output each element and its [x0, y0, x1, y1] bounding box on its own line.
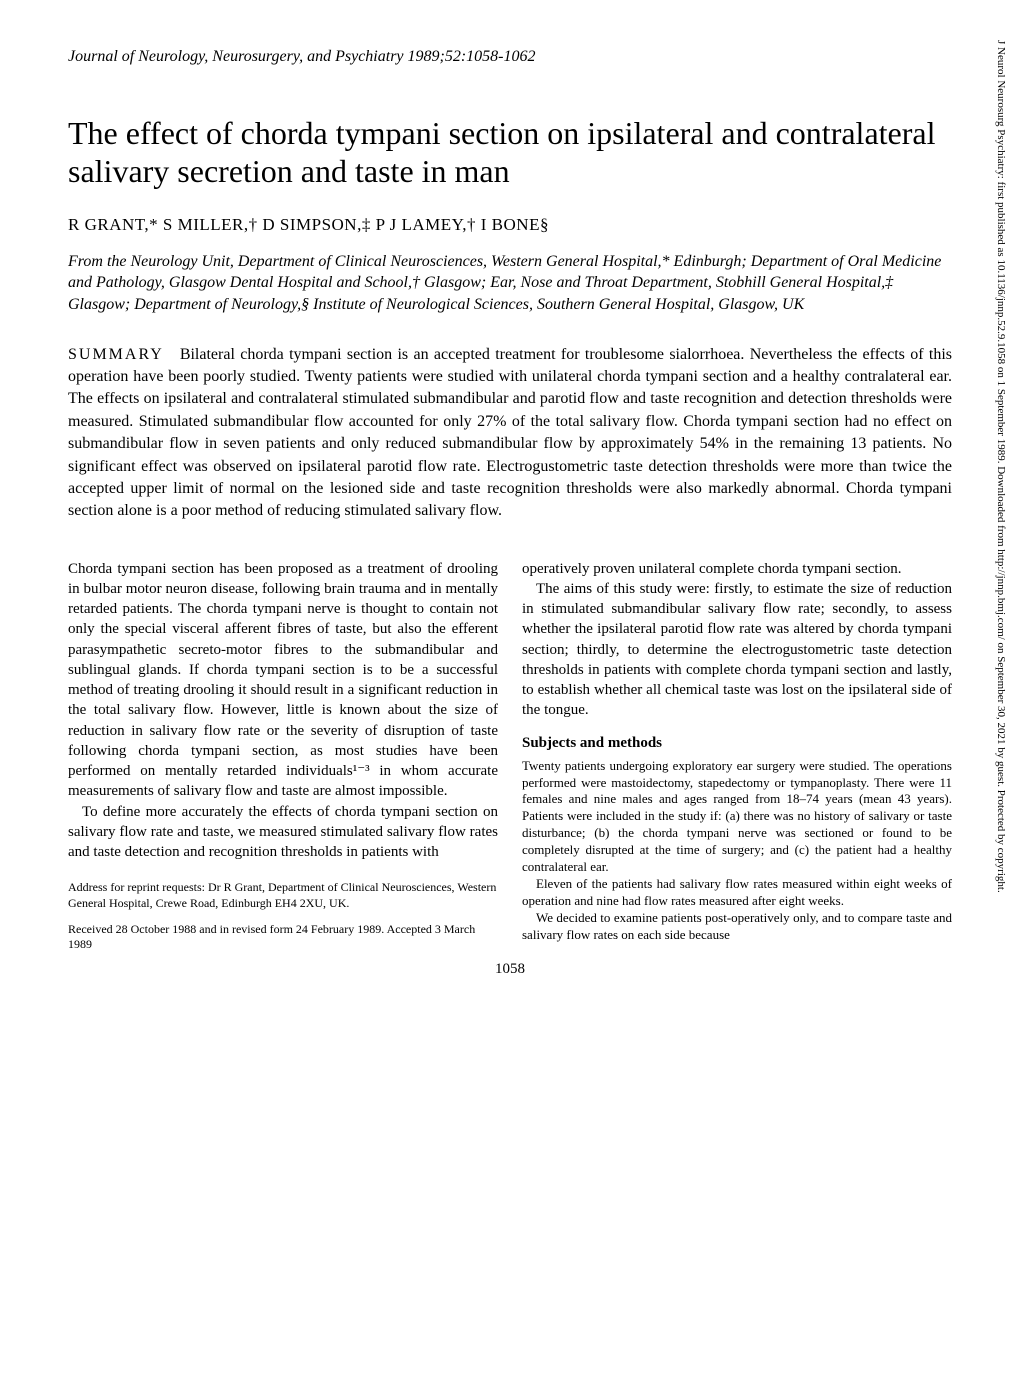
article-title: The effect of chorda tympani section on …	[68, 114, 952, 191]
body-paragraph: Twenty patients undergoing exploratory e…	[522, 758, 952, 876]
two-column-body: Chorda tympani section has been proposed…	[68, 559, 952, 953]
methods-text: Twenty patients undergoing exploratory e…	[522, 758, 952, 944]
reprint-address: Address for reprint requests: Dr R Grant…	[68, 880, 498, 911]
body-paragraph: We decided to examine patients post-oper…	[522, 910, 952, 944]
journal-header: Journal of Neurology, Neurosurgery, and …	[68, 48, 952, 66]
body-paragraph: To define more accurately the effects of…	[68, 802, 498, 863]
body-paragraph: Chorda tympani section has been proposed…	[68, 559, 498, 802]
body-paragraph: The aims of this study were: firstly, to…	[522, 579, 952, 721]
download-copyright-sidebar: J Neurol Neurosurg Psychiatry: first pub…	[980, 40, 1008, 1347]
summary-label: SUMMARY	[68, 346, 164, 363]
correspondence-footer: Address for reprint requests: Dr R Grant…	[68, 880, 498, 952]
affiliations: From the Neurology Unit, Department of C…	[68, 251, 952, 316]
summary-block: SUMMARYBilateral chorda tympani section …	[68, 344, 952, 523]
authors-line: R GRANT,* S MILLER,† D SIMPSON,‡ P J LAM…	[68, 215, 952, 235]
page-number: 1058	[68, 961, 952, 978]
right-column: operatively proven unilateral complete c…	[522, 559, 952, 953]
body-paragraph: operatively proven unilateral complete c…	[522, 559, 952, 579]
received-accepted-dates: Received 28 October 1988 and in revised …	[68, 922, 498, 953]
summary-body: Bilateral chorda tympani section is an a…	[68, 346, 952, 520]
left-column: Chorda tympani section has been proposed…	[68, 559, 498, 953]
section-heading-subjects-methods: Subjects and methods	[522, 735, 952, 752]
body-paragraph: Eleven of the patients had salivary flow…	[522, 876, 952, 910]
